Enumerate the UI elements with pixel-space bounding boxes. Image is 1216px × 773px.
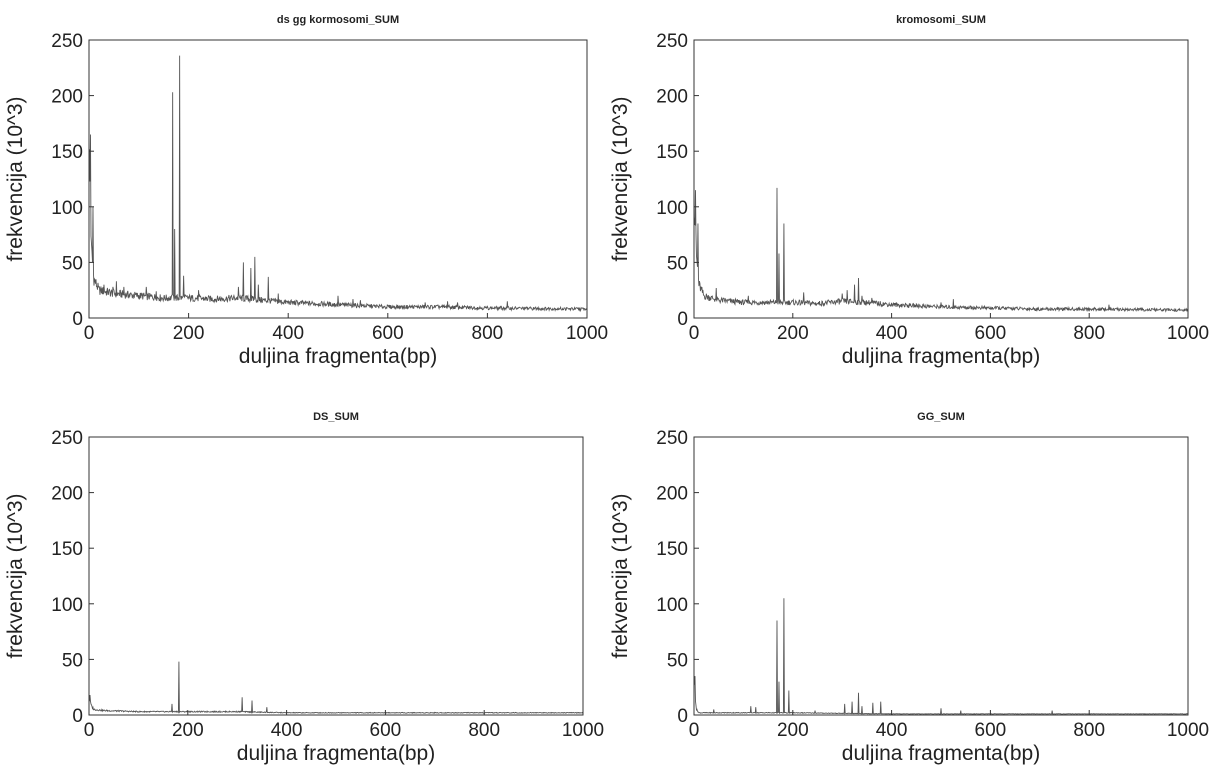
x-tick-label: 600 [370, 720, 402, 741]
y-tick-label: 100 [656, 198, 688, 219]
y-tick-label: 0 [677, 309, 688, 330]
chart-title: ds gg kormosomi_SUM [277, 14, 399, 26]
x-axis-label: duljina fragmenta(bp) [239, 345, 437, 368]
y-tick-label: 150 [656, 539, 688, 560]
y-tick-label: 200 [51, 87, 83, 108]
y-tick-label: 250 [51, 31, 83, 52]
x-tick-label: 1000 [566, 323, 608, 344]
x-tick-label: 400 [876, 720, 908, 741]
plot-frame [88, 436, 584, 716]
chart-panel: 0 200 400 600 800 1000 0 50 100 150 200 250 DS_SUMdu… [4, 411, 604, 765]
x-tick-label: 400 [271, 720, 303, 741]
x-tick-label: 0 [84, 720, 95, 741]
x-tick-label: 600 [975, 323, 1007, 344]
y-tick-label: 250 [656, 428, 688, 449]
x-tick-label: 1000 [1167, 720, 1209, 741]
x-tick-label: 800 [1073, 323, 1105, 344]
y-tick-label: 150 [51, 539, 83, 560]
x-tick-label: 1000 [1167, 323, 1209, 344]
x-tick-label: 800 [472, 323, 504, 344]
chart-title: kromosomi_SUM [896, 14, 986, 26]
x-tick-label: 200 [173, 323, 205, 344]
y-axis-label: frekvencija (10^3) [609, 493, 632, 658]
series-line [693, 187, 1189, 313]
y-axis-label: frekvencija (10^3) [4, 96, 27, 261]
y-tick-label: 50 [62, 650, 83, 671]
x-tick-label: 200 [777, 323, 809, 344]
y-tick-label: 0 [72, 706, 83, 727]
y-tick-label: 0 [677, 706, 688, 727]
x-tick-label: 0 [689, 323, 700, 344]
y-tick-label: 50 [667, 650, 688, 671]
y-tick-label: 100 [51, 198, 83, 219]
y-tick-label: 200 [656, 87, 688, 108]
chart-title: DS_SUM [313, 411, 359, 423]
y-tick-label: 100 [51, 595, 83, 616]
y-tick-label: 0 [72, 309, 83, 330]
x-axis-label: duljina fragmenta(bp) [237, 742, 435, 765]
x-tick-label: 0 [84, 323, 95, 344]
y-axis-label: frekvencija (10^3) [609, 96, 632, 261]
y-tick-label: 150 [656, 142, 688, 163]
chart-panel: 0 200 400 600 800 1000 0 50 100 150 200 250 GG_SUMdu… [609, 411, 1209, 765]
y-tick-label: 50 [667, 253, 688, 274]
plot-frame [693, 436, 1189, 716]
x-tick-label: 400 [272, 323, 304, 344]
series-line [88, 661, 584, 714]
y-tick-label: 150 [51, 142, 83, 163]
y-tick-label: 250 [51, 428, 83, 449]
y-axis-label: frekvencija (10^3) [4, 493, 27, 658]
y-tick-label: 50 [62, 253, 83, 274]
plot-frame [693, 39, 1189, 319]
chart-panel: 0 200 400 600 800 1000 0 50 100 150 200 250 ds gg ko… [4, 14, 608, 368]
y-tick-label: 200 [656, 484, 688, 505]
x-tick-label: 200 [777, 720, 809, 741]
plot-frame [88, 39, 588, 319]
x-tick-label: 1000 [562, 720, 604, 741]
y-tick-label: 100 [656, 595, 688, 616]
series-line [693, 598, 1189, 715]
y-tick-label: 200 [51, 484, 83, 505]
x-tick-label: 200 [172, 720, 204, 741]
chart-title: GG_SUM [917, 411, 965, 423]
x-axis-label: duljina fragmenta(bp) [842, 345, 1040, 368]
chart-panel: 0 200 400 600 800 1000 0 50 100 150 200 250 kromosom… [609, 14, 1209, 368]
x-tick-label: 400 [876, 323, 908, 344]
x-tick-label: 600 [372, 323, 404, 344]
y-tick-label: 250 [656, 31, 688, 52]
x-tick-label: 0 [689, 720, 700, 741]
x-tick-label: 800 [1073, 720, 1105, 741]
x-tick-label: 600 [975, 720, 1007, 741]
x-tick-label: 800 [468, 720, 500, 741]
series-line [88, 55, 588, 313]
x-axis-label: duljina fragmenta(bp) [842, 742, 1040, 765]
